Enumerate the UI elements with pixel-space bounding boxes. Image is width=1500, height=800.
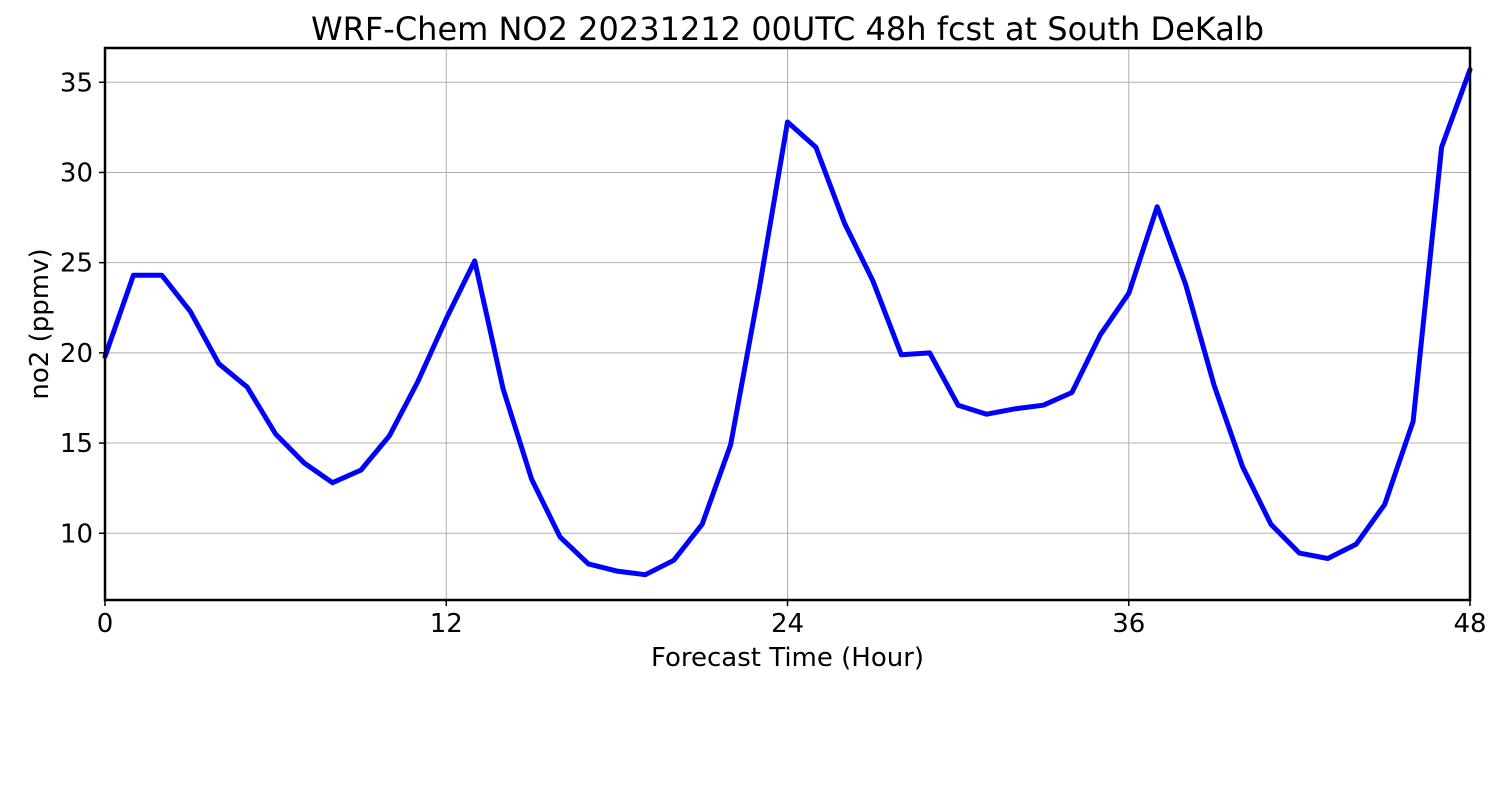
y-tick-label: 35	[60, 68, 93, 98]
y-axis-ticks: 10 15 20 25 30 35	[60, 68, 105, 549]
y-axis-label: no2 (ppmv)	[25, 248, 55, 399]
chart-title: WRF-Chem NO2 20231212 00UTC 48h fcst at …	[311, 10, 1264, 48]
x-tick-label: 36	[1112, 609, 1145, 639]
x-axis-label: Forecast Time (Hour)	[651, 643, 924, 673]
series-line-no2	[102, 67, 1473, 578]
y-tick-label: 20	[60, 339, 93, 369]
x-tick-label: 0	[97, 609, 114, 639]
y-tick-label: 30	[60, 158, 93, 188]
x-tick-label: 24	[771, 609, 804, 639]
y-tick-label: 25	[60, 249, 93, 279]
y-tick-label: 15	[60, 429, 93, 459]
x-axis-ticks: 0 12 24 36 48	[97, 600, 1487, 639]
y-tick-label: 10	[60, 519, 93, 549]
x-tick-label: 12	[430, 609, 463, 639]
x-tick-label: 48	[1453, 609, 1486, 639]
